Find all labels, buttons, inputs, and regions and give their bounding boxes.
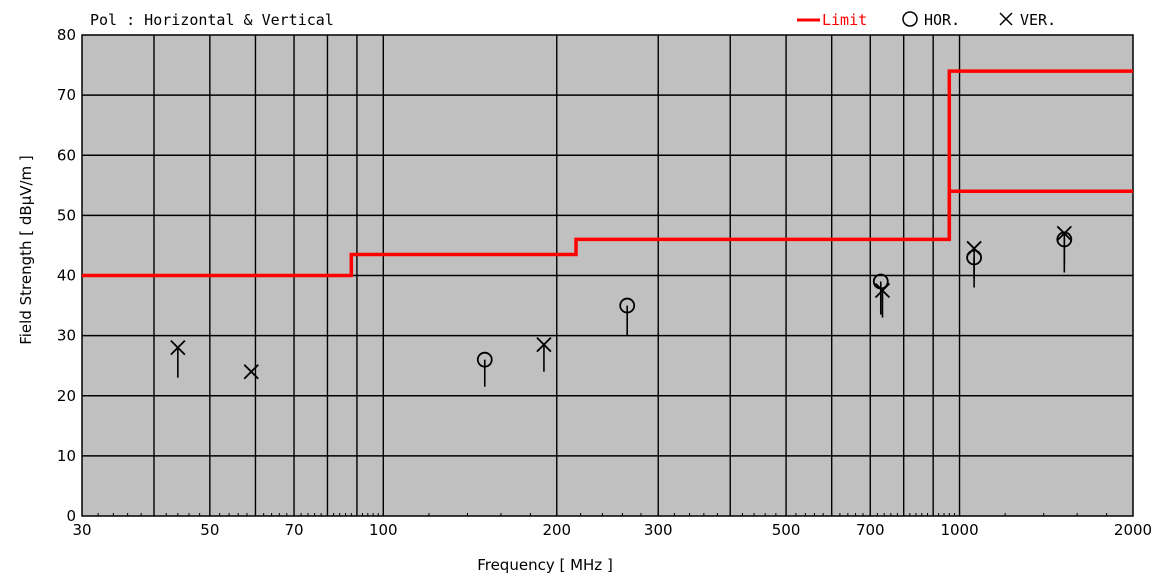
- ver-marker: [966, 240, 982, 279]
- grid-lines: [82, 35, 1133, 516]
- y-axis-title: Field Strength [ dBμV/m ]: [17, 155, 35, 345]
- y-axis-tick-labels: 0 10 20 30 40 50 60 70 80: [57, 26, 76, 525]
- x-tick-label: 50: [200, 521, 219, 539]
- marker-cross-b: [966, 240, 982, 257]
- marker-cross-b: [1056, 225, 1072, 242]
- x-tick-label: 500: [772, 521, 801, 539]
- marker-circle: [476, 351, 493, 368]
- x-axis-title: Frequency [ MHz ]: [477, 556, 613, 574]
- marker-cross-b: [874, 282, 891, 299]
- marker-circle: [619, 297, 636, 314]
- x-tick-label: 2000: [1114, 521, 1152, 539]
- y-tick-label: 30: [57, 327, 76, 345]
- x-tick-label: 100: [369, 521, 398, 539]
- y-tick-label: 50: [57, 206, 76, 224]
- limit-line: [947, 69, 1133, 240]
- x-tick-label: 700: [856, 521, 885, 539]
- minor-tick-marks: [81, 513, 1134, 516]
- legend-hor-label: HOR.: [924, 11, 960, 29]
- ver-marker: [874, 282, 891, 318]
- limit-lines: [82, 69, 1133, 278]
- x-tick-label: 30: [72, 521, 91, 539]
- data-markers: [170, 225, 1073, 387]
- x-tick-label: 300: [644, 521, 673, 539]
- legend-ver-marker: [999, 12, 1013, 26]
- legend: Limit HOR. VER.: [797, 11, 1056, 29]
- hor-marker: [476, 351, 493, 387]
- x-axis-tick-labels: 30 50 70 100 200 300 500 700 1000 2000: [72, 521, 1152, 539]
- ver-marker: [1056, 225, 1072, 264]
- legend-hor-marker: [902, 11, 918, 27]
- x-tick-label: 70: [284, 521, 303, 539]
- y-tick-label: 80: [57, 26, 76, 44]
- marker-cross-b: [243, 364, 259, 380]
- legend-ver-label: VER.: [1020, 11, 1056, 29]
- x-tick-label: 200: [542, 521, 571, 539]
- y-tick-label: 70: [57, 86, 76, 104]
- y-tick-label: 60: [57, 146, 76, 164]
- chart-title: Pol : Horizontal & Vertical: [90, 11, 334, 29]
- y-tick-label: 0: [66, 507, 76, 525]
- marker-cross-b: [536, 337, 552, 353]
- marker-cross-b: [170, 340, 186, 356]
- ver-marker: [243, 364, 259, 380]
- ver-marker: [170, 340, 186, 378]
- legend-limit-label: Limit: [822, 11, 867, 29]
- y-tick-label: 20: [57, 387, 76, 405]
- y-tick-label: 10: [57, 447, 76, 465]
- ver-marker: [536, 337, 552, 372]
- y-tick-label: 40: [57, 267, 76, 285]
- hor-marker: [619, 297, 636, 336]
- x-tick-label: 1000: [940, 521, 978, 539]
